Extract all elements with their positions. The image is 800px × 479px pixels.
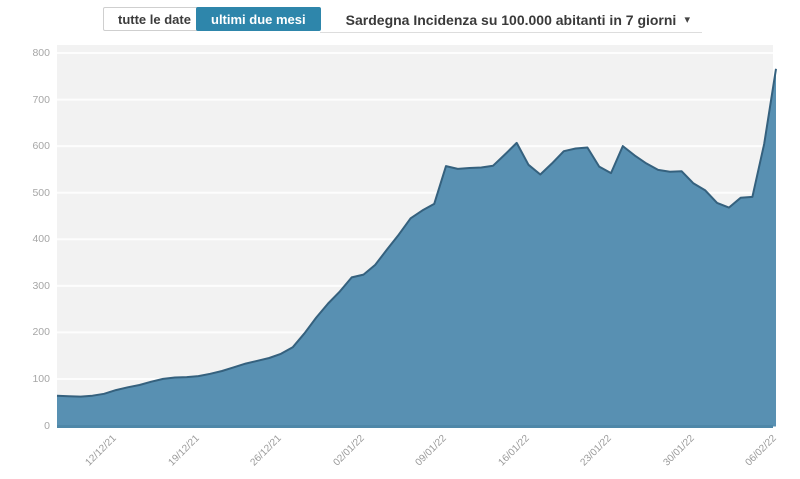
y-axis-label: 0 <box>44 419 50 432</box>
all-dates-button[interactable]: tutte le date <box>103 7 206 31</box>
last-two-months-button[interactable]: ultimi due mesi <box>196 7 321 31</box>
y-axis-label: 800 <box>32 47 50 59</box>
y-axis-label: 600 <box>32 140 50 153</box>
y-axis-label: 500 <box>32 186 50 199</box>
chevron-down-icon: ▾ <box>684 14 690 26</box>
toolbar: tutte le date ultimi due mesi Sardegna I… <box>0 0 800 38</box>
y-axis-label: 400 <box>32 233 50 246</box>
y-axis-label: 200 <box>32 326 50 339</box>
y-axis-label: 100 <box>32 372 50 385</box>
series-line <box>56 68 777 398</box>
region-metric-select-value: Sardegna Incidenza su 100.000 abitanti i… <box>345 11 677 28</box>
region-metric-select[interactable]: Sardegna Incidenza su 100.000 abitanti i… <box>320 7 702 33</box>
y-axis-label: 300 <box>32 279 50 292</box>
y-axis-label: 700 <box>32 93 50 106</box>
area-series <box>57 68 776 427</box>
